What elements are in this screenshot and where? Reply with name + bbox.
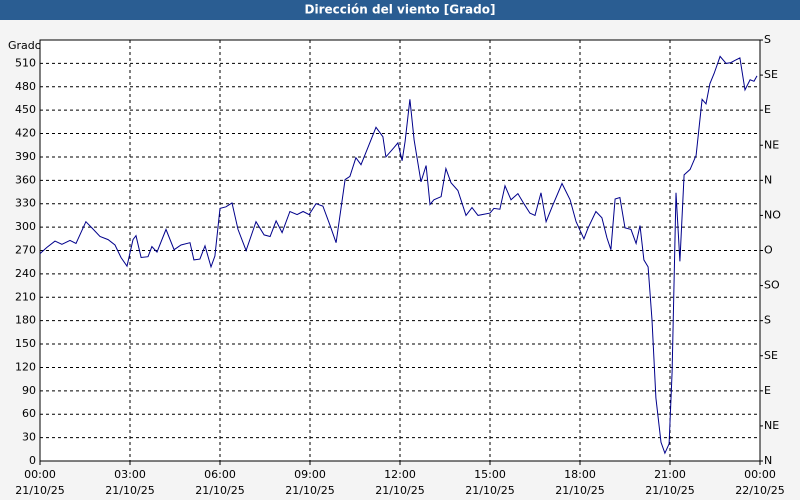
- y-tick-label: 360: [15, 173, 36, 186]
- y-tick-label: 0: [29, 454, 36, 467]
- y-tick-label: 240: [15, 267, 36, 280]
- y2-tick-label: SE: [764, 349, 778, 362]
- y2-tick-label: E: [764, 103, 771, 116]
- x-tick-date: 22/10/25: [735, 484, 784, 497]
- x-tick-label: 12:00: [384, 468, 416, 481]
- y-tick-label: 270: [15, 244, 36, 257]
- y-tick-label: 390: [15, 150, 36, 163]
- x-tick-date: 21/10/25: [15, 484, 64, 497]
- x-tick-date: 21/10/25: [195, 484, 244, 497]
- x-tick-label: 18:00: [564, 468, 596, 481]
- y2-tick-label: NE: [764, 419, 779, 432]
- x-tick-label: 06:00: [204, 468, 236, 481]
- y2-tick-label: SO: [764, 279, 780, 292]
- y2-tick-label: O: [764, 244, 773, 257]
- x-tick-label: 03:00: [114, 468, 146, 481]
- y2-tick-label: NE: [764, 138, 779, 151]
- y-tick-label: 420: [15, 127, 36, 140]
- y-tick-label: 150: [15, 337, 36, 350]
- chart-title: Dirección del viento [Grado]: [305, 3, 496, 17]
- y-tick-label: 450: [15, 103, 36, 116]
- y-tick-label: 300: [15, 220, 36, 233]
- data-line: [39, 55, 758, 455]
- title-bar: [0, 0, 800, 20]
- y-tick-label: 510: [15, 56, 36, 69]
- y2-tick-label: S: [764, 33, 771, 46]
- y-tick-label: 480: [15, 80, 36, 93]
- x-tick-date: 21/10/25: [105, 484, 154, 497]
- x-tick-date: 21/10/25: [645, 484, 694, 497]
- y2-tick-label: E: [764, 384, 771, 397]
- x-tick-label: 00:00: [24, 468, 56, 481]
- y-axis-label: Grado: [8, 39, 42, 52]
- y2-tick-label: N: [764, 454, 772, 467]
- x-tick-date: 21/10/25: [465, 484, 514, 497]
- x-tick-date: 21/10/25: [555, 484, 604, 497]
- x-tick-date: 21/10/25: [285, 484, 334, 497]
- y-tick-label: 120: [15, 360, 36, 373]
- y2-tick-label: NO: [764, 208, 781, 221]
- x-tick-label: 09:00: [294, 468, 326, 481]
- y2-tick-label: S: [764, 314, 771, 327]
- y-tick-label: 90: [22, 384, 36, 397]
- y-tick-label: 30: [22, 431, 36, 444]
- y-tick-label: 180: [15, 314, 36, 327]
- y2-tick-label: SE: [764, 68, 778, 81]
- y2-tick-label: N: [764, 173, 772, 186]
- y-tick-label: 210: [15, 290, 36, 303]
- x-tick-date: 21/10/25: [375, 484, 424, 497]
- x-tick-label: 00:00: [744, 468, 776, 481]
- x-tick-label: 15:00: [474, 468, 506, 481]
- x-tick-label: 21:00: [654, 468, 686, 481]
- y-tick-label: 60: [22, 407, 36, 420]
- y-tick-label: 330: [15, 197, 36, 210]
